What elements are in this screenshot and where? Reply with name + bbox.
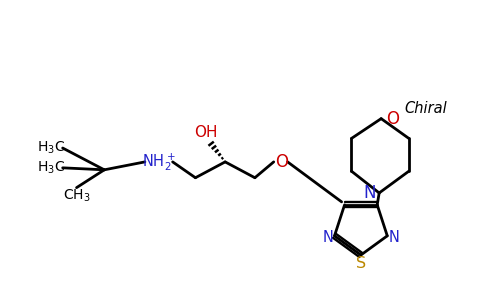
Text: H$_3$C: H$_3$C [37, 160, 65, 176]
Text: OH: OH [195, 125, 218, 140]
Text: $\rm NH_2^+$: $\rm NH_2^+$ [142, 151, 176, 173]
Text: S: S [356, 256, 366, 272]
Text: H$_3$C: H$_3$C [37, 140, 65, 156]
Text: N: N [389, 230, 400, 245]
Text: N: N [363, 184, 376, 202]
Text: Chiral: Chiral [404, 101, 447, 116]
Text: N: N [322, 230, 333, 245]
Text: O: O [275, 153, 288, 171]
Text: CH$_3$: CH$_3$ [63, 188, 91, 204]
Text: O: O [387, 110, 400, 128]
